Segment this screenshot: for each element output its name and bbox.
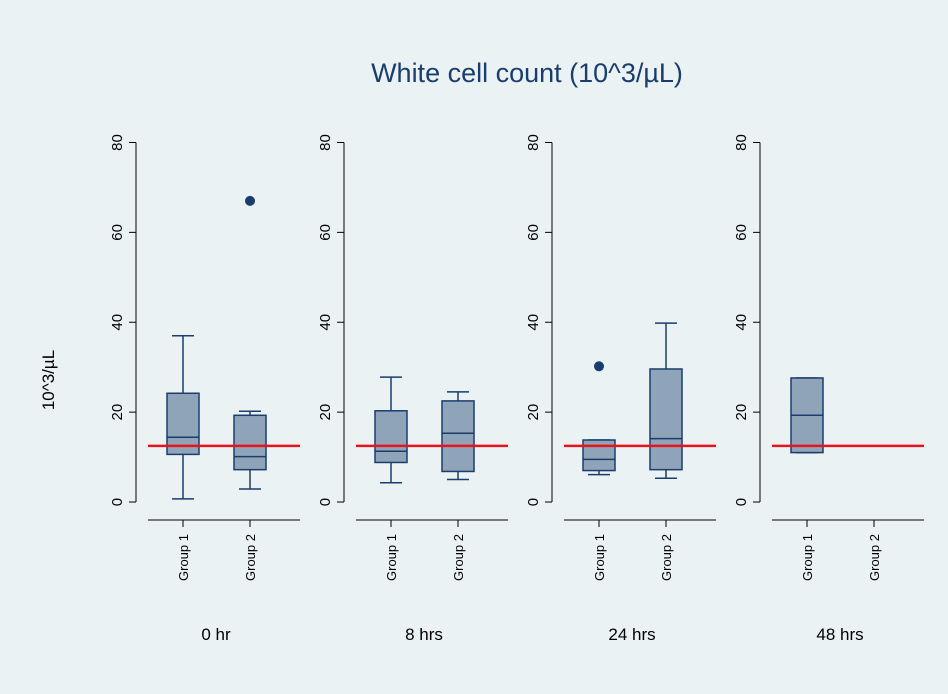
box: [441, 400, 475, 473]
y-tick-label: 20: [525, 404, 542, 421]
y-tick-label: 0: [525, 498, 542, 506]
y-tick-label: 20: [317, 404, 334, 421]
box: [233, 414, 267, 471]
box: [649, 368, 683, 471]
y-tick-label: 20: [109, 404, 126, 421]
chart-title: White cell count (10^3/µL): [371, 58, 683, 88]
y-tick-label: 0: [109, 498, 126, 506]
y-tick-label: 80: [317, 134, 334, 151]
y-tick-label: 60: [525, 224, 542, 241]
y-tick-label: 20: [733, 404, 750, 421]
x-tick-label: Group 1: [592, 534, 607, 581]
y-tick-label: 40: [733, 314, 750, 331]
panel-label: 8 hrs: [405, 625, 443, 644]
panel: 0 20 40 60 80 Group 1 Group 2 0 hr: [109, 134, 300, 644]
y-tick-label: 80: [733, 134, 750, 151]
box-plot: [233, 195, 267, 490]
y-tick-label: 0: [733, 498, 750, 506]
panel: 0 20 40 60 80 Group 1 Group 2 8 hrs: [317, 134, 508, 644]
x-tick-label: Group 1: [800, 534, 815, 581]
x-tick-label: Group 2: [867, 534, 882, 581]
y-tick-label: 40: [109, 314, 126, 331]
y-tick-label: 40: [317, 314, 334, 331]
panel: 0 20 40 60 80 Group 1 Group 2 48 hrs: [733, 134, 924, 644]
box-plot: [649, 322, 683, 479]
box-plot: [790, 377, 824, 454]
y-tick-label: 40: [525, 314, 542, 331]
box: [582, 439, 616, 472]
panel-label: 0 hr: [201, 625, 231, 644]
x-tick-label: Group 2: [659, 534, 674, 581]
y-tick-label: 80: [109, 134, 126, 151]
panels: 0 20 40 60 80 Group 1 Group 2 0 hr 0 20 40 60 80 Grou…: [109, 134, 924, 644]
box-plot: [374, 376, 408, 484]
box: [374, 410, 408, 464]
x-tick-label: Group 1: [384, 534, 399, 581]
outlier-point: [594, 361, 604, 372]
x-tick-label: Group 1: [176, 534, 191, 581]
y-tick-label: 60: [317, 224, 334, 241]
panel-label: 24 hrs: [608, 625, 655, 644]
x-tick-label: Group 2: [243, 534, 258, 581]
box-plot: [166, 334, 200, 500]
y-tick-label: 60: [109, 224, 126, 241]
y-tick-label: 60: [733, 224, 750, 241]
box: [166, 392, 200, 456]
y-tick-label: 80: [525, 134, 542, 151]
panel: 0 20 40 60 80 Group 1 Group 2 24 hrs: [525, 134, 716, 644]
y-tick-label: 0: [317, 498, 334, 506]
panel-label: 48 hrs: [816, 625, 863, 644]
x-tick-label: Group 2: [451, 534, 466, 581]
box-plot: [441, 391, 475, 481]
y-axis-label: 10^3/µL: [39, 350, 58, 410]
outlier-point: [245, 195, 255, 206]
